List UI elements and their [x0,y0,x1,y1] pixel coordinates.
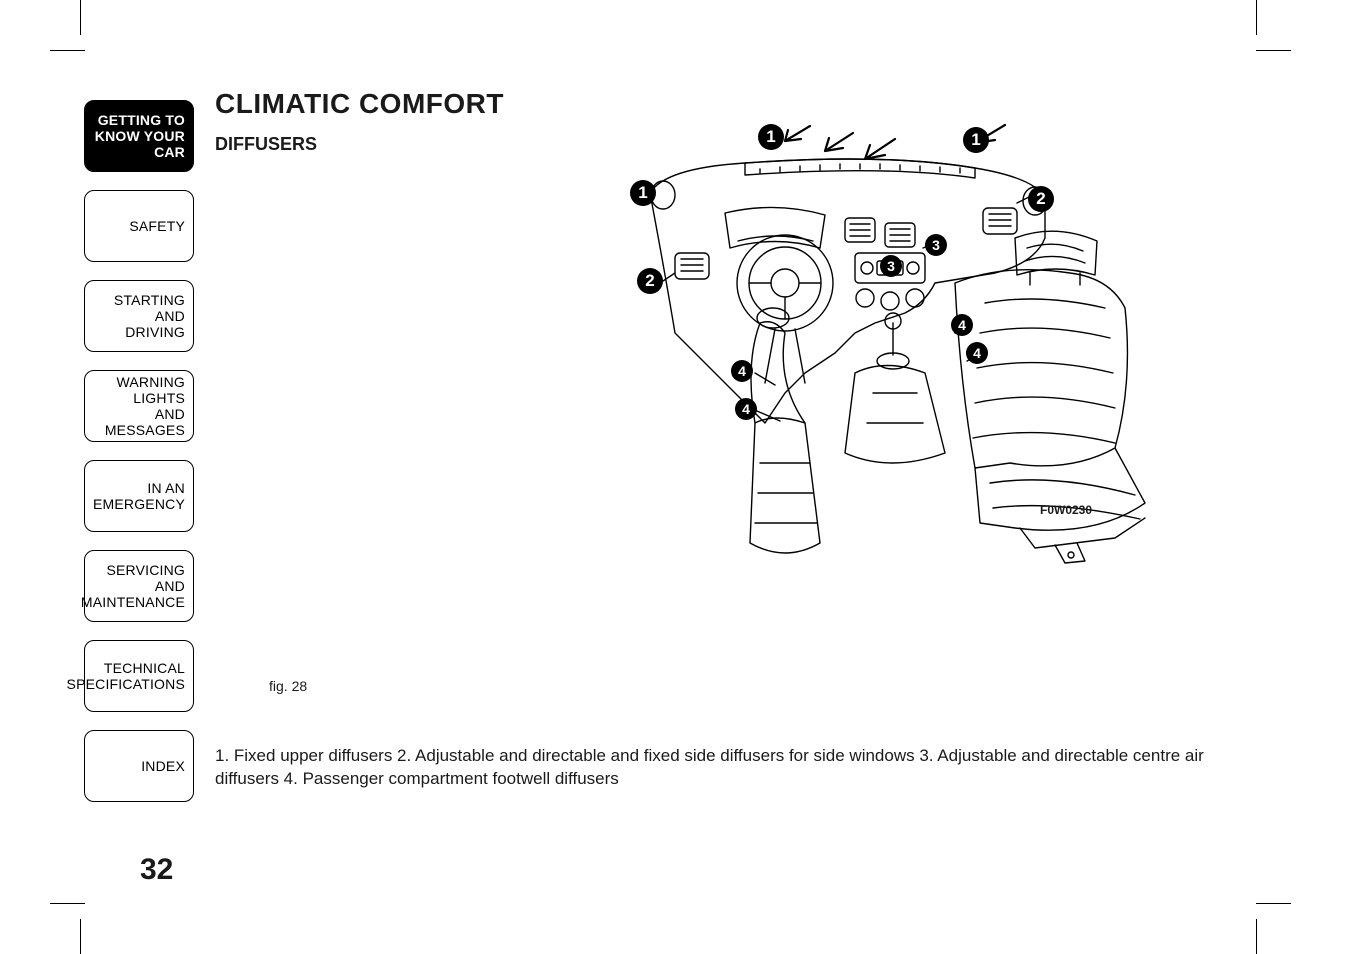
page-number: 32 [140,853,173,887]
side-nav: GETTING TOKNOW YOUR CAR SAFETY STARTING … [84,100,194,820]
figure-code: F0W0230 [1040,503,1092,517]
figure-callout-4: 4 [735,398,757,420]
figure-callout-1: 1 [963,127,989,153]
main-content: CLIMATIC COMFORT DIFFUSERS [215,88,1275,165]
nav-tab-safety[interactable]: SAFETY [84,190,194,262]
crop-mark [80,919,81,954]
nav-tab-getting-to-know[interactable]: GETTING TOKNOW YOUR CAR [84,100,194,172]
nav-label: IN AN EMERGENCY [85,480,185,512]
figure-callout-2: 2 [637,268,663,294]
diffusers-figure: F0W0230 1 1 1 2 2 3 3 4 4 4 4 [415,123,1175,583]
nav-label: SAFETY [129,218,185,234]
crop-mark [50,903,85,904]
nav-tab-emergency[interactable]: IN AN EMERGENCY [84,460,194,532]
crop-mark [80,0,81,35]
figure-callout-3: 3 [880,255,902,277]
nav-tab-servicing[interactable]: SERVICING ANDMAINTENANCE [84,550,194,622]
figure-callout-3: 3 [925,234,947,256]
nav-label: GETTING TOKNOW YOUR CAR [85,112,185,160]
crop-mark [1256,903,1291,904]
figure-label: fig. 28 [269,678,307,694]
nav-label: SERVICING ANDMAINTENANCE [81,562,185,610]
crop-mark [1256,0,1257,35]
nav-label: INDEX [141,758,185,774]
nav-tab-starting-driving[interactable]: STARTING ANDDRIVING [84,280,194,352]
nav-label: TECHNICALSPECIFICATIONS [67,660,185,692]
nav-label: WARNING LIGHTSAND MESSAGES [85,374,185,438]
crop-mark [50,50,85,51]
nav-tab-warning-lights[interactable]: WARNING LIGHTSAND MESSAGES [84,370,194,442]
crop-mark [1256,919,1257,954]
nav-tab-index[interactable]: INDEX [84,730,194,802]
figure-callout-4: 4 [731,360,753,382]
figure-caption: 1. Fixed upper diffusers 2. Adjustable a… [215,745,1265,791]
figure-callout-4: 4 [951,314,973,336]
nav-label: STARTING ANDDRIVING [85,292,185,340]
figure-callout-2: 2 [1028,186,1054,212]
nav-tab-technical-specs[interactable]: TECHNICALSPECIFICATIONS [84,640,194,712]
figure-callout-4: 4 [966,342,988,364]
figure-callout-1: 1 [758,124,784,150]
crop-mark [1256,50,1291,51]
figure-callout-1: 1 [630,180,656,206]
page-title: CLIMATIC COMFORT [215,88,1275,120]
